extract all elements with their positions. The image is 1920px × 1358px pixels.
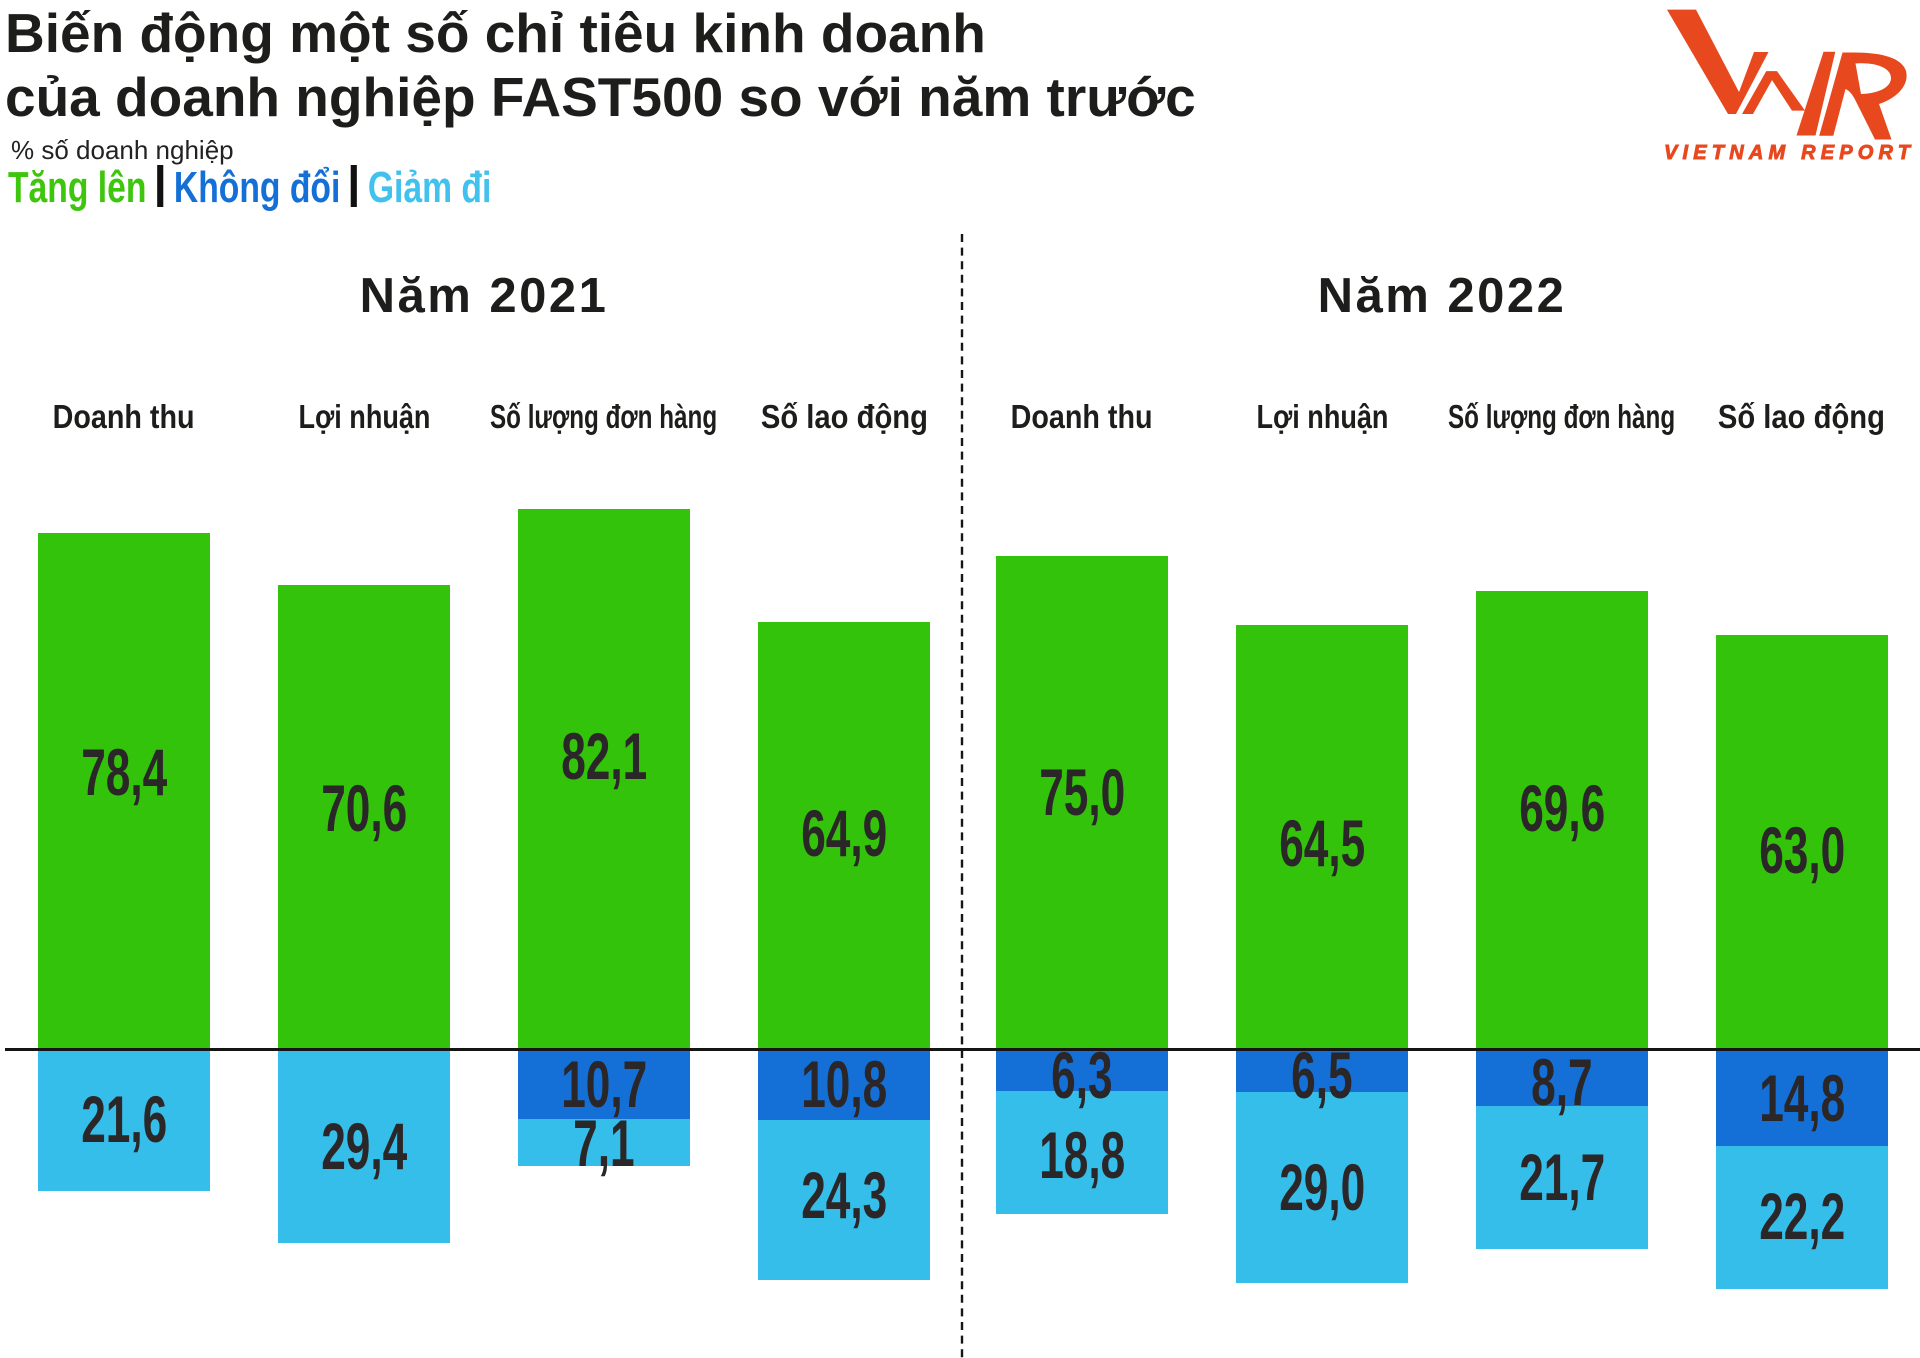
svg-text:VIETNAM REPORT: VIETNAM REPORT: [1664, 142, 1912, 164]
